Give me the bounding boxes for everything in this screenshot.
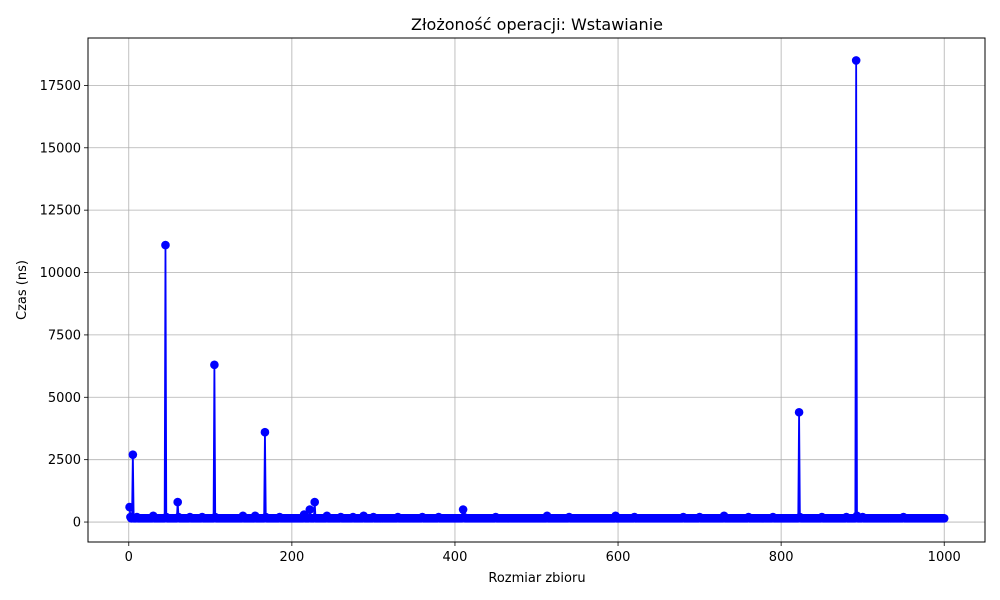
data-point <box>161 240 170 250</box>
y-axis-ticks: 0 2500 5000 7500 10000 12500 15000 17500 <box>40 79 88 531</box>
y-tick-label: 17500 <box>40 79 81 94</box>
x-tick-label: 400 <box>443 550 468 565</box>
y-axis-label: Czas (ns) <box>15 260 30 320</box>
data-point <box>794 407 804 417</box>
x-axis-label: Rozmiar zbioru <box>488 571 585 586</box>
series-markers <box>125 56 949 523</box>
plot-frame <box>87 37 986 543</box>
chart-title: Złożoność operacji: Wstawianie <box>411 15 663 34</box>
data-point <box>125 502 134 512</box>
data-point <box>939 514 949 523</box>
x-tick-label: 800 <box>769 550 794 565</box>
y-tick-label: 5000 <box>48 391 81 406</box>
data-point <box>260 427 270 437</box>
x-axis-ticks: 0 200 400 600 800 1000 <box>125 542 961 565</box>
y-tick-label: 2500 <box>48 453 81 468</box>
x-tick-label: 200 <box>279 550 304 565</box>
data-point <box>128 450 138 459</box>
data-point <box>305 505 315 514</box>
data-point <box>173 497 182 507</box>
y-tick-label: 12500 <box>40 204 81 219</box>
x-tick-label: 0 <box>125 550 133 565</box>
y-tick-label: 7500 <box>48 328 81 343</box>
grid-lines <box>88 38 985 542</box>
data-point <box>458 505 468 514</box>
x-tick-label: 600 <box>606 550 631 565</box>
x-tick-label: 1000 <box>928 550 961 565</box>
y-tick-label: 10000 <box>40 266 81 281</box>
data-point <box>310 497 320 507</box>
y-tick-label: 0 <box>73 516 81 531</box>
data-point <box>210 360 219 370</box>
data-point <box>851 56 861 65</box>
y-tick-label: 15000 <box>40 141 81 156</box>
